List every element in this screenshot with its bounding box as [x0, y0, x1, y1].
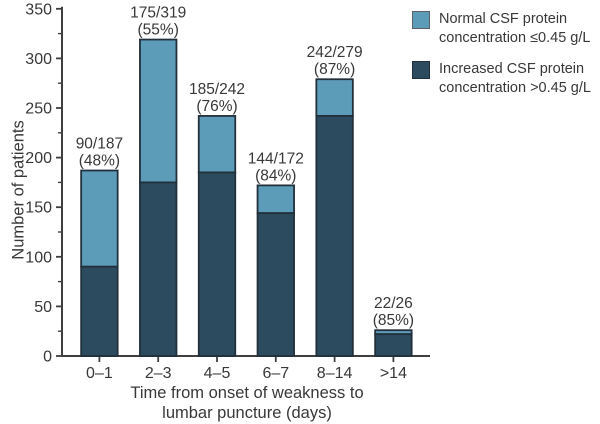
bar-annotation-percent: (84%)	[255, 167, 296, 184]
y-tick-label: 150	[25, 200, 52, 217]
x-tick-label: >14	[380, 365, 407, 382]
bar-segment-increased	[139, 181, 178, 357]
bar-annotation-percent: (85%)	[373, 312, 414, 329]
bar-segment-normal	[139, 38, 178, 184]
bar-annotation-count: 144/172	[248, 150, 304, 167]
bar-annotation-percent: (48%)	[79, 152, 120, 169]
legend-item-normal-csf: Normal CSF protein concentration ≤0.45 g…	[412, 10, 600, 47]
x-tick-label: 8–14	[317, 365, 353, 382]
bar-segment-increased	[80, 265, 119, 357]
legend-label-increased: Increased CSF protein concentration >0.4…	[439, 61, 591, 96]
bar-annotation-count: 90/187	[76, 135, 123, 152]
bar-segment-normal	[256, 184, 295, 215]
y-tick-label: 200	[25, 150, 52, 167]
bar-segment-normal	[80, 169, 119, 268]
legend-swatch-normal-icon	[412, 11, 430, 29]
legend-label-normal: Normal CSF protein concentration ≤0.45 g…	[439, 11, 591, 46]
bar-segment-increased	[374, 333, 413, 357]
y-tick-label: 50	[34, 299, 52, 316]
x-axis-title: Time from onset of weakness to lumbar pu…	[130, 384, 364, 422]
y-tick-label: 300	[25, 51, 52, 68]
y-axis-title: Number of patients	[9, 120, 28, 260]
y-tick-label: 100	[25, 249, 52, 266]
bar-segment-increased	[197, 171, 237, 357]
bar-annotation-percent: (87%)	[314, 61, 355, 78]
bar-annotation-count: 22/26	[374, 295, 413, 312]
bar-segment-increased	[256, 212, 295, 357]
x-tick-label: 6–7	[262, 365, 289, 382]
bar-annotation-count: 242/279	[307, 44, 363, 61]
y-tick-label: 0	[43, 349, 52, 366]
x-tick-label: 0–1	[86, 365, 113, 382]
x-tick-label: 4–5	[204, 365, 231, 382]
x-tick-label: 2–3	[145, 365, 172, 382]
bar-annotation-percent: (55%)	[138, 22, 179, 39]
bar-annotation-count: 175/319	[130, 5, 186, 22]
bar-annotation-count: 185/242	[189, 81, 245, 98]
legend-item-increased-csf: Increased CSF protein concentration >0.4…	[412, 60, 600, 97]
y-tick-label: 250	[25, 101, 52, 118]
bar-segment-normal	[315, 78, 354, 117]
bar-annotation-percent: (76%)	[196, 98, 237, 115]
legend: Normal CSF protein concentration ≤0.45 g…	[412, 10, 600, 110]
bar-segment-increased	[315, 115, 354, 357]
y-tick-label: 350	[25, 1, 52, 18]
legend-swatch-increased-icon	[412, 61, 430, 79]
bar-segment-normal	[197, 115, 237, 174]
